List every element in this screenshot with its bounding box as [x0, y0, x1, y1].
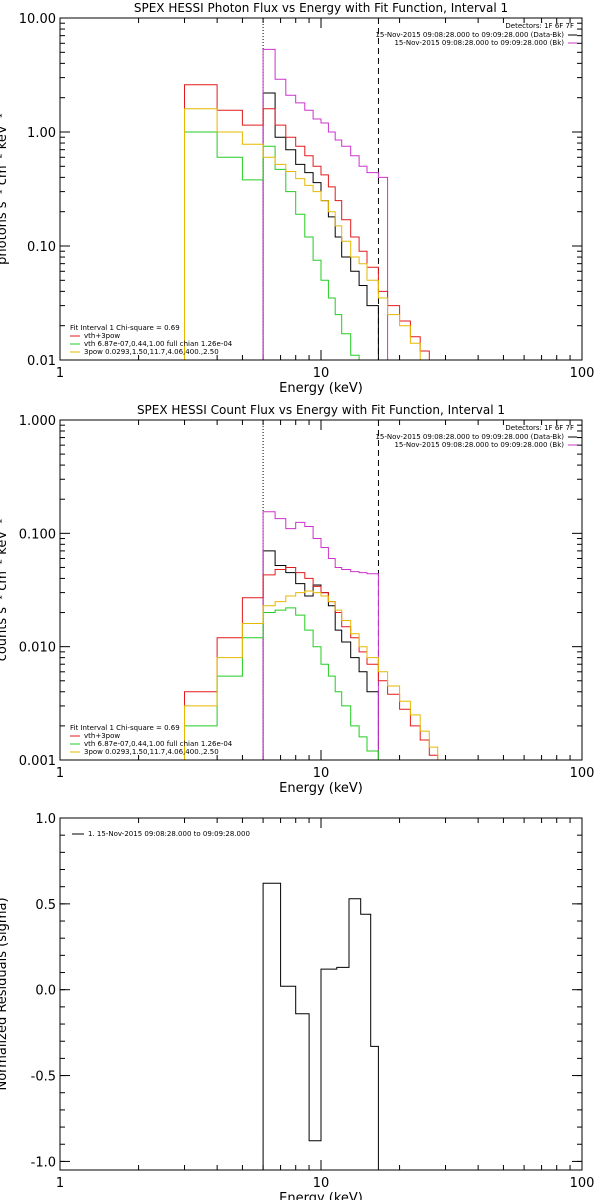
- plot-area: [184, 420, 446, 760]
- x-axis-label: Energy (keV): [279, 1191, 363, 1200]
- plot-area: [184, 18, 438, 360]
- x-tick-label: 10: [313, 766, 330, 781]
- y-tick-label: 1.000: [19, 414, 56, 429]
- chart-2: SPEX HESSI Count Flux vs Energy with Fit…: [0, 403, 594, 796]
- series-5: [184, 590, 446, 760]
- y-tick-label: 1.00: [27, 126, 56, 141]
- time-legend-label: 15-Nov-2015 09:08:28.000 to 09:09:28.000…: [394, 39, 564, 47]
- y-tick-label: 0.001: [19, 754, 56, 769]
- x-axis-label: Energy (keV): [279, 381, 363, 396]
- plot-area: [262, 882, 379, 1170]
- y-tick-label: 0.01: [27, 354, 56, 369]
- fit-legend-header: Fit Interval 1 Chi-square = 0.69: [70, 324, 180, 332]
- series-1: [262, 92, 379, 360]
- y-axis-label: Normalized Residuals (sigma): [0, 897, 10, 1090]
- time-legend-label: 15-Nov-2015 09:08:28.000 to 09:09:28.000…: [375, 433, 564, 441]
- x-tick-label: 100: [570, 366, 595, 381]
- fit-legend-header: Fit Interval 1 Chi-square = 0.69: [70, 724, 180, 732]
- fit-legend-label: 3pow 0.0293,1.50,11.7,4.06,400.,2.50: [84, 348, 219, 356]
- plot-frame: [59, 17, 583, 361]
- y-tick-label: -0.5: [31, 1070, 56, 1085]
- x-tick-label: 100: [570, 1176, 595, 1191]
- series-3: [184, 567, 446, 760]
- x-axis-label: Energy (keV): [279, 781, 363, 796]
- fit-legend-label: 3pow 0.0293,1.50,11.7,4.06,400.,2.50: [84, 748, 219, 756]
- y-tick-label: 10.00: [19, 12, 56, 27]
- x-tick-label: 1: [56, 766, 64, 781]
- fit-legend-label: vth 6.87e-07,0.44,1.00 full chian 1.26e-…: [84, 340, 233, 348]
- chart-title: SPEX HESSI Count Flux vs Energy with Fit…: [137, 403, 505, 417]
- y-tick-label: -1.0: [31, 1155, 56, 1170]
- fit-legend-label: vth 6.87e-07,0.44,1.00 full chian 1.26e-…: [84, 740, 233, 748]
- x-tick-label: 10: [313, 1176, 330, 1191]
- y-tick-label: 0.10: [27, 240, 56, 255]
- fit-legend-label: vth+3pow: [84, 332, 120, 340]
- series-1: [262, 882, 379, 1170]
- series-2: [262, 48, 389, 360]
- y-tick-label: 1.0: [35, 812, 56, 827]
- chart-title: SPEX HESSI Photon Flux vs Energy with Fi…: [134, 1, 508, 15]
- series-4: [184, 131, 367, 360]
- time-legend-label: 15-Nov-2015 09:08:28.000 to 09:09:28.000…: [394, 441, 564, 449]
- plot-frame: [59, 419, 583, 761]
- y-tick-label: 0.0: [35, 984, 56, 999]
- x-tick-label: 100: [570, 766, 595, 781]
- series-4: [184, 607, 388, 760]
- x-tick-label: 1: [56, 1176, 64, 1191]
- fit-legend-label: vth+3pow: [84, 732, 120, 740]
- y-axis-label: counts s⁻¹ cm⁻² keV⁻¹: [0, 519, 10, 662]
- series-2: [262, 511, 379, 760]
- detectors-label: Detectors: 1F 6F 7F: [505, 424, 574, 432]
- series-5: [184, 108, 430, 360]
- y-axis-label: photons s⁻¹ cm⁻² keV⁻¹: [0, 113, 10, 265]
- x-tick-label: 10: [313, 366, 330, 381]
- residual-legend-label: 1. 15-Nov-2015 09:08:28.000 to 09:09:28.…: [88, 830, 250, 838]
- y-tick-label: 0.5: [35, 898, 56, 913]
- y-tick-label: 0.010: [19, 641, 56, 656]
- detectors-label: Detectors: 1F 6F 7F: [505, 22, 574, 30]
- y-tick-label: 0.100: [19, 527, 56, 542]
- chart-3: 1 10 100 Energy (keV) -1.0 -0.5 0.0 0.5 1.0 Norma…: [0, 812, 594, 1200]
- chart-1: SPEX HESSI Photon Flux vs Energy with Fi…: [0, 1, 594, 396]
- time-legend-label: 15-Nov-2015 09:08:28.000 to 09:09:28.000…: [375, 31, 564, 39]
- x-tick-label: 1: [56, 366, 64, 381]
- plot-frame: [59, 817, 583, 1171]
